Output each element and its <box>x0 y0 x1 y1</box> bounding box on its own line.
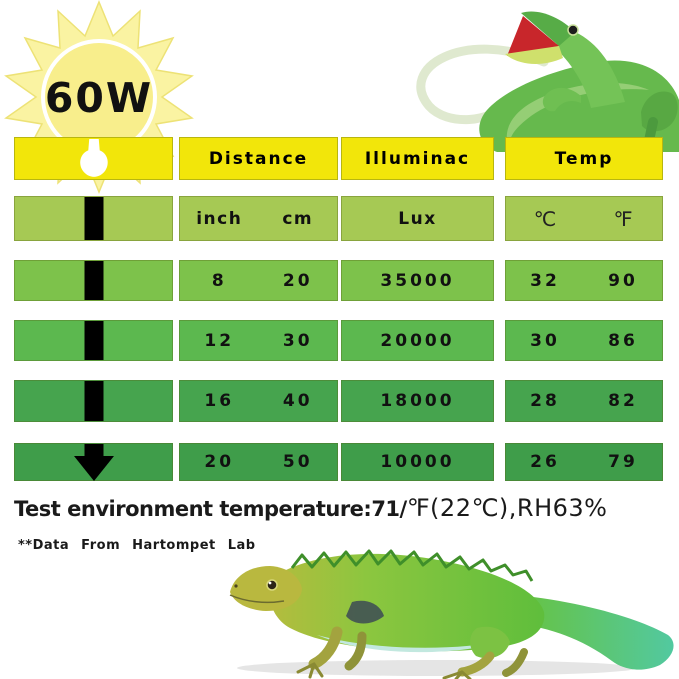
distance-cm-value: 50 <box>282 452 313 472</box>
lux-cell: 10000 <box>341 443 494 481</box>
unit-cm: cm <box>282 208 314 229</box>
lizard-hind-claws <box>442 670 472 679</box>
units-distance-cell: inch cm <box>179 196 338 241</box>
down-arrow-shaft <box>84 197 103 240</box>
table-row: 12 30 20000 30 86 <box>0 320 679 361</box>
header-temp-cell: Temp <box>505 137 663 180</box>
green-lizard-rearing-image <box>416 11 679 152</box>
distance-cell: 20 50 <box>179 443 338 481</box>
lizard-raised-arm <box>542 87 581 112</box>
unit-inch: inch <box>196 208 243 229</box>
temp-celsius-value: 32 <box>530 270 560 291</box>
lizard-nostril <box>234 584 238 588</box>
test-environment-note: Test environment temperature:71/℉(22℃),R… <box>14 494 607 522</box>
temp-fahrenheit-value: 86 <box>608 330 638 351</box>
units-temp-cell: ℃ ℉ <box>505 196 663 241</box>
test-environment-regular-text: ℉(22℃),RH63% <box>406 494 608 522</box>
unit-celsius: ℃ <box>533 206 557 231</box>
down-arrow-shaft <box>84 261 103 300</box>
lizard-eye <box>567 24 579 36</box>
units-lux-cell: Lux <box>341 196 494 241</box>
lux-cell: 18000 <box>341 380 494 422</box>
arrow-cell <box>14 260 173 301</box>
arrow-cell <box>14 380 173 422</box>
lizard-front-claws <box>296 662 324 679</box>
header-illuminance-cell: Illuminac <box>341 137 494 180</box>
distance-cell: 12 30 <box>179 320 338 361</box>
heat-lamp-bulb-icon <box>79 138 108 177</box>
lux-value: 35000 <box>380 270 455 291</box>
table-row: 20 50 10000 26 79 <box>0 443 679 481</box>
table-units-row: inch cm Lux ℃ ℉ <box>0 196 679 241</box>
test-environment-bold-text: Test environment temperature:71/ <box>14 497 407 521</box>
lizard-lower-jaw <box>505 46 563 64</box>
lizard-back-spikes <box>290 549 534 582</box>
lux-value: 20000 <box>380 330 455 351</box>
distance-cell: 16 40 <box>179 380 338 422</box>
distance-cm-value: 20 <box>282 270 313 291</box>
down-arrow-shaft <box>84 321 103 360</box>
lizard-hind-leg-far <box>502 648 528 677</box>
temp-celsius-value: 28 <box>530 391 560 411</box>
header-temp-label: Temp <box>554 148 614 169</box>
down-arrow-shaft <box>84 444 103 457</box>
distance-inch-value: 20 <box>204 452 235 472</box>
temp-fahrenheit-value: 82 <box>608 391 638 411</box>
unit-fahrenheit: ℉ <box>613 206 633 231</box>
lizard-eye <box>266 579 278 591</box>
temp-fahrenheit-value: 90 <box>608 270 638 291</box>
unit-lux: Lux <box>398 208 437 229</box>
wattage-label: 60W <box>45 74 153 122</box>
temp-fahrenheit-value: 79 <box>608 452 638 472</box>
lux-value: 18000 <box>380 391 455 411</box>
lizard-tail <box>510 595 674 670</box>
header-distance-label: Distance <box>208 148 309 169</box>
lizard-front-leg-far <box>344 631 367 671</box>
table-row: 16 40 18000 28 82 <box>0 380 679 422</box>
lux-cell: 20000 <box>341 320 494 361</box>
temp-cell: 32 90 <box>505 260 663 301</box>
down-arrow-head <box>73 456 114 481</box>
temp-cell: 30 86 <box>505 320 663 361</box>
lizard-shadow <box>237 660 637 676</box>
spiny-green-lizard-image <box>229 549 674 679</box>
distance-cm-value: 40 <box>282 391 313 411</box>
temp-cell: 26 79 <box>505 443 663 481</box>
lizard-belly-highlight <box>506 82 649 148</box>
lizard-neck <box>553 32 625 108</box>
header-bulb-cell <box>14 137 173 180</box>
lizard-hind-leg <box>457 651 495 677</box>
lizard-hind-thigh <box>470 626 510 659</box>
lizard-shoulder-patch <box>346 600 384 624</box>
header-distance-cell: Distance <box>179 137 338 180</box>
lizard-body <box>479 60 679 152</box>
arrow-cell <box>14 443 173 481</box>
lizard-open-mouth <box>507 16 559 56</box>
arrow-cell <box>14 196 173 241</box>
lizard-upper-jaw <box>521 11 575 47</box>
lux-value: 10000 <box>380 452 455 472</box>
lizard-eye-glint <box>268 581 272 585</box>
temp-celsius-value: 30 <box>530 330 560 351</box>
table-header-row: Distance Illuminac Temp <box>0 137 679 180</box>
distance-inch-value: 16 <box>204 391 235 411</box>
data-source-note: **Data From Hartompet Lab <box>18 538 256 553</box>
lizard-head <box>230 566 302 611</box>
temp-celsius-value: 26 <box>530 452 560 472</box>
distance-cell: 8 20 <box>179 260 338 301</box>
header-illuminance-label: Illuminac <box>364 148 471 169</box>
distance-inch-value: 12 <box>204 330 235 351</box>
lizard-front-leg <box>308 626 343 670</box>
distance-inch-value: 8 <box>211 270 227 291</box>
down-arrow-shaft <box>84 381 103 421</box>
lux-cell: 35000 <box>341 260 494 301</box>
distance-cm-value: 30 <box>282 330 313 351</box>
arrow-cell <box>14 320 173 361</box>
lizard-mouth-line <box>229 594 285 604</box>
table-row: 8 20 35000 32 90 <box>0 260 679 301</box>
temp-cell: 28 82 <box>505 380 663 422</box>
